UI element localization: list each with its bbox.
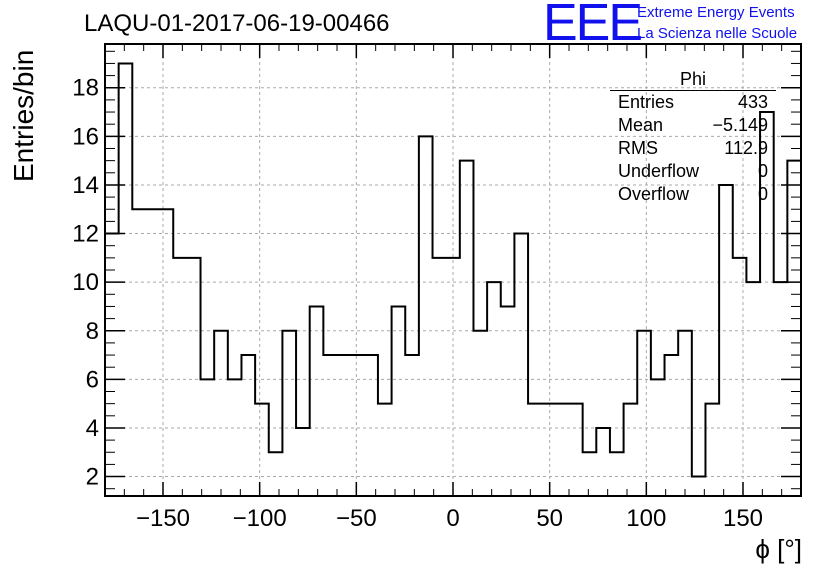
histogram-bin	[323, 355, 337, 496]
histogram-bin	[651, 379, 665, 496]
x-axis-label: ϕ [°]	[755, 534, 802, 564]
histogram-bin	[719, 185, 733, 496]
stats-value: 0	[757, 161, 768, 181]
histogram-bin	[610, 452, 624, 496]
stats-value: −5.149	[712, 115, 768, 135]
histogram-bin	[692, 477, 706, 496]
histogram-bin	[405, 355, 419, 496]
histogram-bin	[528, 404, 542, 496]
histogram-bin	[173, 258, 187, 496]
axis-ticks: −150 −100 −50 0 50 100 150 2 4 6 8 10 12 14 16 18	[72, 44, 802, 532]
y-tick-label: 8	[86, 318, 99, 345]
y-tick-label: 12	[72, 221, 99, 248]
x-tick-label: 50	[536, 505, 563, 532]
logo-caption-line1: Extreme Energy Events	[637, 4, 795, 21]
stats-value: 0	[757, 184, 768, 204]
histogram-bin	[637, 331, 651, 496]
histogram-bin	[774, 282, 788, 496]
histogram-bin	[569, 404, 583, 496]
histogram-bin	[501, 306, 515, 496]
histogram-bin	[583, 452, 597, 496]
histogram-bin	[132, 209, 146, 496]
histogram-bin	[787, 161, 801, 496]
histogram-bin	[473, 331, 487, 496]
stats-row-entries: Entries 433	[610, 91, 776, 114]
histogram-bin	[596, 428, 610, 496]
histogram-bin	[487, 282, 501, 496]
histogram-bin	[214, 331, 228, 496]
x-tick-label: −100	[233, 505, 287, 532]
histogram-bin	[255, 404, 269, 496]
y-tick-label: 2	[86, 464, 99, 491]
histogram-bin	[228, 379, 242, 496]
histogram-bin	[282, 331, 296, 496]
stats-box: Phi Entries 433 Mean −5.149 RMS 112.9 Un…	[610, 68, 776, 206]
run-title: LAQU-01-2017-06-19-00466	[84, 10, 390, 37]
stats-label: Underflow	[618, 161, 700, 181]
histogram-bin	[555, 404, 569, 496]
histogram-bin	[514, 234, 528, 496]
histogram-bin	[241, 355, 255, 496]
histogram-bin	[733, 258, 747, 496]
histogram-steps	[105, 62, 801, 496]
histogram-bin	[119, 63, 133, 496]
y-tick-label: 18	[72, 75, 99, 102]
stats-label: Mean	[618, 115, 664, 135]
histogram-bin	[364, 355, 378, 496]
stats-value: 112.9	[724, 138, 768, 158]
stats-value: 433	[737, 92, 768, 112]
x-tick-label: 0	[446, 505, 459, 532]
y-tick-label: 10	[72, 269, 99, 296]
histogram-bin	[160, 209, 174, 496]
y-tick-label: 4	[86, 415, 99, 442]
histogram-bin	[624, 404, 638, 496]
histogram-bin	[201, 379, 215, 496]
histogram-bin	[665, 355, 679, 496]
histogram-bin	[296, 428, 310, 496]
histogram-bin	[433, 258, 447, 496]
stats-row-underflow: Underflow 0	[610, 160, 776, 183]
histogram-bin	[746, 282, 760, 496]
histogram-bin	[187, 258, 201, 496]
histogram-bin	[351, 355, 365, 496]
histogram-bin	[542, 404, 556, 496]
stats-label: Overflow	[618, 184, 690, 204]
y-tick-label: 14	[72, 172, 99, 199]
x-tick-label: 150	[723, 505, 763, 532]
histogram-bin	[105, 234, 119, 496]
histogram-bin	[310, 306, 324, 496]
eee-logo: EEE	[543, 0, 643, 52]
histogram-bin	[678, 331, 692, 496]
histogram-bin	[705, 404, 719, 496]
stats-row-overflow: Overflow 0	[610, 183, 776, 206]
x-tick-label: −50	[336, 505, 377, 532]
stats-row-mean: Mean −5.149	[610, 114, 776, 137]
stats-row-rms: RMS 112.9	[610, 137, 776, 160]
histogram-bin	[419, 136, 433, 496]
stats-label: Entries	[618, 92, 675, 112]
stats-label: RMS	[618, 138, 658, 158]
logo-caption-line2: La Scienza nelle Scuole	[637, 25, 798, 42]
histogram-bin	[146, 209, 160, 496]
x-tick-label: 100	[626, 505, 666, 532]
y-tick-label: 6	[86, 366, 99, 393]
histogram-bin	[337, 355, 351, 496]
histogram-bin	[378, 404, 392, 496]
y-axis-label: Entries/bin	[8, 49, 39, 182]
histogram-bin	[460, 161, 474, 496]
y-tick-label: 16	[72, 123, 99, 150]
histogram-bin	[269, 452, 283, 496]
x-tick-label: −150	[136, 505, 190, 532]
histogram-bin	[392, 306, 406, 496]
stats-box-title: Phi	[610, 68, 776, 91]
histogram-step-line	[105, 62, 801, 478]
